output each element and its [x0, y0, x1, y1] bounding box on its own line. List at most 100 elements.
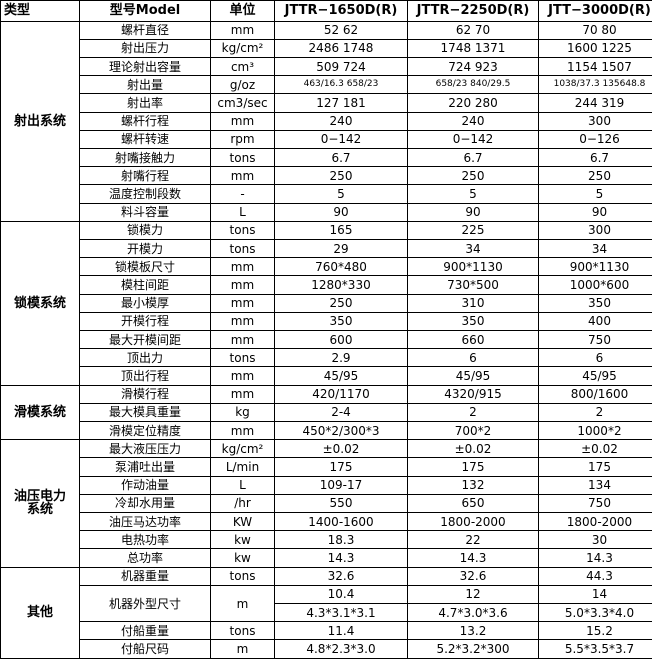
value-cell: 45/95	[274, 366, 408, 386]
value-cell: 0−126	[538, 129, 652, 150]
value-cell: 5	[274, 184, 408, 204]
value-cell: ±0.02	[274, 439, 408, 459]
section-name: 油压电力系统	[0, 439, 80, 568]
row-label: 射嘴接触力	[79, 147, 211, 168]
unit: mm	[210, 421, 275, 441]
value-cell: 900*1130	[407, 257, 539, 277]
unit: kg	[210, 402, 275, 423]
value-cell: 0−142	[274, 129, 408, 150]
value-cell: 220 280	[407, 93, 539, 113]
value-cell: 900*1130	[538, 257, 652, 277]
value-cell: 1280*330	[274, 275, 408, 295]
table-row: 付船尺码 m 4.8*2.3*3.0 5.2*3.2*300 5.5*3.5*3.7	[1, 639, 652, 659]
value-cell: 1748 1371	[407, 38, 539, 58]
value-cell: 175	[538, 457, 652, 477]
value-cell: 350	[407, 311, 539, 332]
value-cell: 52 62	[274, 20, 408, 40]
table-row: 锁模板尺寸 mm 760*480 900*1130 900*1130	[1, 257, 652, 277]
row-label: 顶出力	[79, 348, 211, 368]
table-row: 最大模具重量 kg 2-4 2 2	[1, 402, 652, 423]
value-cell: 2486 1748	[274, 38, 408, 58]
row-label: 理论射出容量	[79, 56, 211, 77]
value-cell: 400	[538, 311, 652, 332]
table-row: 顶出行程 mm 45/95 45/95 45/95	[1, 366, 652, 386]
value-cell: 5.0*3.3*4.0	[538, 603, 652, 623]
value-cell: 760*480	[274, 257, 408, 277]
unit: /hr	[210, 493, 275, 514]
value-cell: 14.3	[538, 548, 652, 568]
value-cell: 14	[538, 584, 652, 605]
row-label: 电热功率	[79, 530, 211, 550]
value-cell: 29	[274, 239, 408, 259]
row-label: 射出压力	[79, 38, 211, 58]
value-cell: 1600 1225	[538, 38, 652, 58]
value-cell: 109-17	[274, 475, 408, 495]
value-cell: 350	[274, 311, 408, 332]
row-label: 料斗容量	[79, 202, 211, 222]
value-cell: 2	[538, 402, 652, 423]
row-label: 机器重量	[79, 566, 211, 586]
table-row: 最大开模间距 mm 600 660 750	[1, 330, 652, 350]
value-cell: 660	[407, 330, 539, 350]
table-row: 最小模厚 mm 250 310 350	[1, 293, 652, 313]
value-cell: 700*2	[407, 421, 539, 441]
value-cell: 1000*600	[538, 275, 652, 295]
value-cell: 300	[538, 111, 652, 131]
value-cell: 2.9	[274, 348, 408, 368]
value-cell: 90	[274, 202, 408, 222]
value-cell: 2	[407, 402, 539, 423]
row-label: 螺杆转速	[79, 129, 211, 150]
unit: L	[210, 202, 275, 222]
row-label: 射出率	[79, 93, 211, 113]
value-cell: 4.7*3.0*3.6	[407, 603, 539, 623]
row-label: 付船尺码	[79, 639, 211, 659]
value-cell: 165	[274, 220, 408, 241]
value-cell: 11.4	[274, 621, 408, 641]
table-row: 油压马达功率 KW 1400-1600 1800-2000 1800-2000	[1, 512, 652, 532]
table-row: 开模力 tons 29 34 34	[1, 239, 652, 259]
value-cell: 14.3	[274, 548, 408, 568]
value-cell: 650	[407, 493, 539, 514]
row-label: 锁模板尺寸	[79, 257, 211, 277]
unit: mm	[210, 20, 275, 40]
table-row: 冷却水用量/hr 550 650 750	[1, 493, 652, 514]
header-cell: JTTR−1650D(R)	[274, 0, 408, 22]
value-cell: 30	[538, 530, 652, 550]
value-cell: 240	[407, 111, 539, 131]
table-row: 开模行程 mm 350 350 400	[1, 311, 652, 332]
value-cell: 6.7	[538, 147, 652, 168]
value-cell: 250	[274, 293, 408, 313]
value-cell: 12	[407, 584, 539, 605]
row-label: 油压马达功率	[79, 512, 211, 532]
table-row: 螺杆行程 mm 240 240 300	[1, 111, 652, 131]
row-label: 螺杆直径	[79, 20, 211, 40]
unit: tons	[210, 239, 275, 259]
value-cell: 32.6	[274, 566, 408, 586]
table-row: 滑模定位精度 mm 450*2/300*3 700*2 1000*2	[1, 421, 652, 441]
value-cell: 225	[407, 220, 539, 241]
section-name: 锁模系统	[0, 220, 80, 386]
row-label: 最大模具重量	[79, 402, 211, 423]
table-row: 射出量 g/oz 463/16.3 658/23 658/23 840/29.5 103…	[1, 75, 652, 95]
unit: m	[210, 584, 275, 623]
value-cell: 90	[407, 202, 539, 222]
value-cell: 350	[538, 293, 652, 313]
table-row: 模柱间距 mm 1280*330 730*500 1000*600	[1, 275, 652, 295]
unit: mm	[210, 257, 275, 277]
value-cell: 45/95	[538, 366, 652, 386]
unit: mm	[210, 384, 275, 404]
value-cell: 10.4	[274, 584, 408, 605]
value-cell: 70 80	[538, 20, 652, 40]
value-cell: 1000*2	[538, 421, 652, 441]
value-cell: 127 181	[274, 93, 408, 113]
table-row: 射出率 cm3/sec 127 181 220 280 244 319	[1, 93, 652, 113]
table-row: 其他 机器重量 tons 32.6 32.6 44.3	[0, 566, 652, 660]
value-cell: 730*500	[407, 275, 539, 295]
value-cell: 44.3	[538, 566, 652, 586]
unit: g/oz	[210, 75, 275, 95]
value-cell: 6.7	[407, 147, 539, 168]
value-cell: 14.3	[407, 548, 539, 568]
value-cell: ±0.02	[407, 439, 539, 459]
table-row: 总功率 kw 14.3 14.3 14.3	[1, 548, 652, 568]
